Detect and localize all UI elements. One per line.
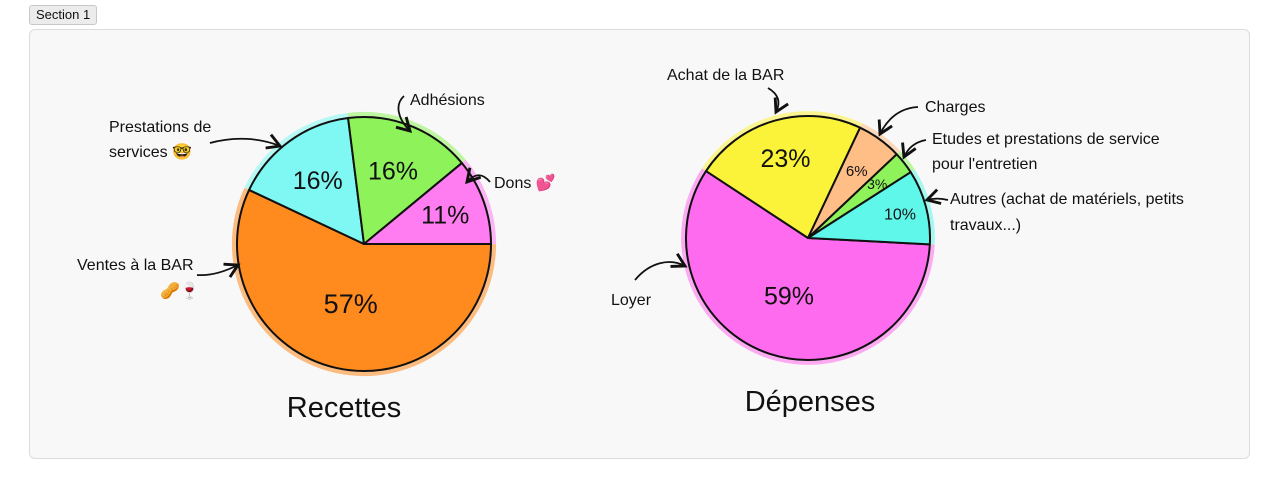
arrow-achat <box>767 87 789 115</box>
recettes-slice-1 <box>248 117 365 245</box>
recettes-value-label-3: 11% <box>421 201 469 229</box>
annotation-adhesions: Adhésions <box>410 92 485 109</box>
annotation-prestations-line2: services 🤓 <box>109 143 192 161</box>
annotation-etudes-line2: pour l'entretien <box>932 156 1037 173</box>
pie-chart-depenses: 59% 23% 6%3% 10% <box>681 111 935 365</box>
arrow-loyer <box>634 252 688 281</box>
annotation-ventes-line1: Ventes à la BAR <box>77 257 194 274</box>
annotation-charges: Charges <box>925 99 985 116</box>
annotation-achat: Achat de la BAR <box>667 67 784 84</box>
recettes-value-label-0: 57% <box>324 289 378 319</box>
recettes-slice-0 <box>236 188 492 372</box>
recettes-value-label-1: 16% <box>293 167 343 195</box>
arrow-adhesions <box>395 95 413 134</box>
arrow-autres <box>924 188 949 205</box>
annotation-ventes-line2: 🥜🍷 <box>160 280 200 300</box>
arrow-etudes <box>901 139 927 160</box>
recettes-value-label-2: 16% <box>368 158 418 186</box>
depenses-value-label-2: 6% <box>846 163 868 180</box>
section-tag[interactable]: Section 1 <box>29 5 98 25</box>
arrow-dons <box>465 167 491 185</box>
pie-chart-recettes: 57%16% 16%11% <box>231 111 497 377</box>
arrow-prestations <box>209 133 283 150</box>
depenses-slice-0 <box>685 170 931 361</box>
annotation-etudes-line1: Etudes et prestations de service <box>932 131 1160 148</box>
depenses-value-label-1: 23% <box>761 145 811 173</box>
recettes-slice-3 <box>363 162 492 245</box>
annotation-loyer: Loyer <box>611 292 652 309</box>
annotation-dons: Dons 💕 <box>494 173 556 192</box>
annotation-prestations-line1: Prestations de <box>109 119 211 136</box>
chart-title-depenses: Dépenses <box>745 386 876 418</box>
depenses-value-label-0: 59% <box>764 283 814 311</box>
annotation-autres-line2: travaux...) <box>950 217 1021 234</box>
chart-title-recettes: Recettes <box>287 392 401 424</box>
arrow-ventes <box>196 262 241 278</box>
annotation-autres-line1: Autres (achat de matériels, petits <box>950 191 1184 208</box>
depenses-slice-4 <box>807 171 931 246</box>
depenses-value-label-4: 10% <box>884 206 916 223</box>
arrow-charges <box>877 106 919 137</box>
depenses-value-label-3: 3% <box>867 176 887 192</box>
